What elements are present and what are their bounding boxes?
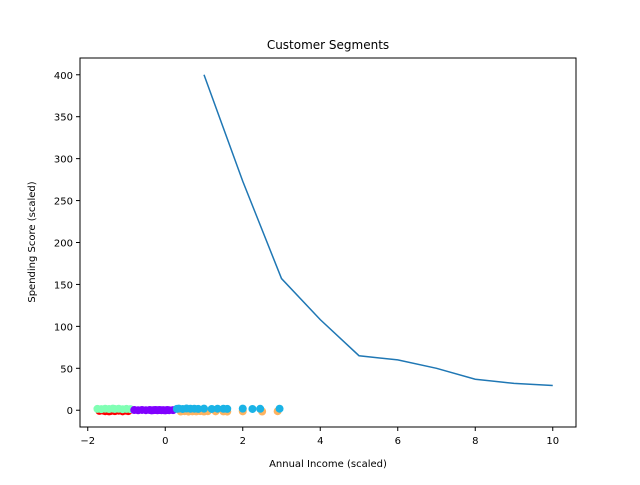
y-tick-label: 400 xyxy=(54,71,73,82)
y-tick-label: 300 xyxy=(54,155,73,166)
x-tick-label: 6 xyxy=(395,436,401,447)
y-tick-label: 50 xyxy=(60,364,73,375)
x-axis-label: Annual Income (scaled) xyxy=(269,459,387,470)
scatter-point xyxy=(213,404,222,413)
x-tick-label: −2 xyxy=(80,436,95,447)
y-axis-label: Spending Score (scaled) xyxy=(27,181,38,302)
scatter-point xyxy=(223,404,232,413)
scatter-point xyxy=(207,404,216,413)
scatter-point xyxy=(248,404,257,413)
y-tick-label: 200 xyxy=(54,239,73,250)
line-series xyxy=(203,74,553,387)
scatter-point xyxy=(275,404,284,413)
y-tick-label: 0 xyxy=(67,406,73,417)
x-tick-label: 2 xyxy=(240,436,246,447)
y-axis: 0 50 100 150 200 250 300 350 400 xyxy=(54,71,80,417)
y-tick-label: 250 xyxy=(54,197,73,208)
y-tick-label: 100 xyxy=(54,322,73,333)
x-tick-label: 4 xyxy=(317,436,323,447)
x-tick-label: 10 xyxy=(546,436,559,447)
plot-area xyxy=(93,74,553,416)
scatter-point xyxy=(194,404,203,413)
y-tick-label: 350 xyxy=(54,113,73,124)
x-tick-label: 0 xyxy=(162,436,168,447)
x-tick-label: 8 xyxy=(472,436,478,447)
scatter-point xyxy=(256,404,265,413)
x-axis: −2 0 2 4 6 8 10 xyxy=(80,427,559,447)
scatter-point xyxy=(200,404,208,413)
chart-title: Customer Segments xyxy=(267,38,389,52)
y-tick-label: 150 xyxy=(54,280,73,291)
scatter-point xyxy=(238,404,247,413)
